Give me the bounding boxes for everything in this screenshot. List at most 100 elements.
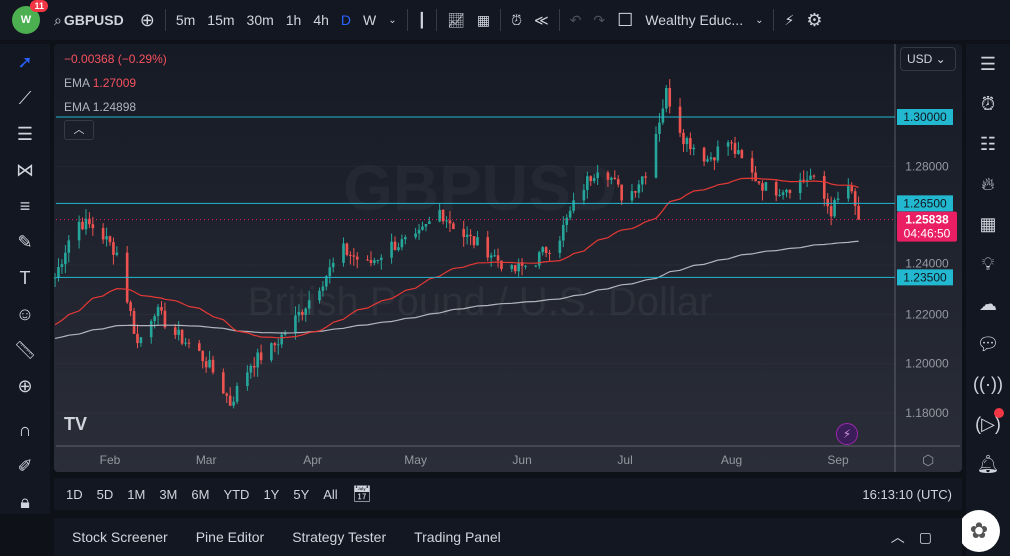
broadcast-play-icon[interactable]: (▷): [966, 404, 1010, 444]
magnet-icon[interactable]: ∩: [18, 419, 32, 440]
add-list-icon[interactable]: ☷: [979, 133, 997, 154]
clock[interactable]: 16:13:10 (UTC): [862, 486, 952, 502]
layouts-icon[interactable]: ▦: [476, 11, 491, 28]
text-icon[interactable]: T: [19, 267, 31, 288]
interval-4h[interactable]: 4h: [313, 12, 329, 28]
candle-body: [809, 175, 812, 180]
interval-5m[interactable]: 5m: [175, 12, 196, 28]
range-6m[interactable]: 6M: [191, 486, 210, 502]
axis-settings-icon[interactable]: ⬡: [922, 452, 935, 468]
candle-body: [84, 218, 88, 230]
interval-1h[interactable]: 1h: [285, 12, 302, 28]
currency-select[interactable]: USD ⌄: [900, 47, 956, 71]
range-ytd[interactable]: YTD: [223, 486, 250, 502]
candle-body: [822, 175, 826, 199]
watchlist-icon[interactable]: ☰: [979, 53, 997, 74]
range-all[interactable]: All: [323, 486, 338, 502]
pattern-icon[interactable]: ⋈: [16, 159, 34, 180]
tab-stock-screener[interactable]: Stock Screener: [72, 529, 168, 545]
interval-w[interactable]: W: [363, 12, 377, 28]
candle-body: [582, 190, 586, 201]
redo-icon[interactable]: ↷: [593, 11, 606, 28]
ema-slow-legend[interactable]: EMA 1.24898: [64, 100, 136, 114]
candle-body: [634, 191, 637, 193]
candle-body: [414, 233, 417, 238]
indicators-icon[interactable]: 📈︎: [447, 11, 465, 28]
candle-body: [112, 242, 115, 255]
logo-avatar[interactable]: W 11: [12, 0, 48, 34]
chart-pane[interactable]: [54, 44, 962, 472]
range-5y[interactable]: 5Y: [293, 486, 310, 502]
ruler-icon[interactable]: 📏︎: [13, 339, 37, 360]
candle-body: [187, 342, 191, 344]
tab-trading-panel[interactable]: Trading Panel: [414, 529, 501, 545]
undo-icon[interactable]: ↶: [569, 11, 582, 28]
lock-icon[interactable]: 🔒︎: [20, 491, 30, 512]
tab-pine-editor[interactable]: Pine Editor: [195, 529, 265, 545]
candle-body: [256, 352, 259, 368]
candle-body: [404, 237, 407, 240]
range-1y[interactable]: 1Y: [263, 486, 280, 502]
range-1m[interactable]: 1M: [127, 486, 146, 502]
last-price-text: 1.25838: [905, 213, 949, 227]
candle-body: [592, 178, 596, 182]
quick-search-icon[interactable]: ⚡︎: [784, 11, 795, 28]
zoom-icon[interactable]: ⊕: [17, 375, 33, 396]
symbol-search[interactable]: GBPUSD: [63, 12, 124, 28]
streams-icon[interactable]: ((·)): [973, 373, 1003, 394]
candle-body: [448, 220, 452, 224]
ema-fast-line: [54, 177, 859, 339]
candle-body: [558, 240, 562, 254]
date-range-icon[interactable]: 📅︎: [351, 486, 373, 503]
replay-icon[interactable]: ≪: [534, 11, 549, 28]
interval-d[interactable]: D: [340, 12, 352, 28]
candle-body: [331, 262, 335, 268]
ideas-bulb-icon[interactable]: 💡︎: [981, 253, 995, 274]
range-3m[interactable]: 3M: [159, 486, 178, 502]
gear-icon[interactable]: ⚙︎: [806, 9, 823, 30]
fib-icon[interactable]: ≡: [19, 195, 31, 216]
tab-strategy-tester[interactable]: Strategy Tester: [292, 529, 387, 545]
candle-body: [153, 316, 156, 322]
watermark-symbol: GBPUSD: [343, 152, 617, 224]
range-1d[interactable]: 1D: [66, 486, 83, 502]
candle-body: [730, 142, 733, 144]
compare-add-icon[interactable]: ⊕: [139, 9, 155, 30]
chevron-down-icon[interactable]: ⌄: [755, 14, 764, 26]
interval-30m[interactable]: 30m: [246, 12, 274, 28]
ema-fast-legend[interactable]: EMA 1.27009: [64, 76, 136, 90]
minds-cloud-icon[interactable]: ☁︎: [979, 293, 997, 314]
layout-name[interactable]: Wealthy Educ...: [645, 12, 744, 28]
candle-body: [438, 209, 441, 222]
candle-body: [366, 259, 369, 261]
trend-line-icon[interactable]: ⟋: [18, 87, 32, 108]
chevron-down-icon[interactable]: ⌄: [388, 14, 397, 26]
chat-icon[interactable]: 💬︎: [976, 333, 1000, 354]
layout-checkbox-icon[interactable]: ☐: [617, 9, 634, 30]
calendar-icon[interactable]: ▦: [979, 213, 997, 234]
range-5d[interactable]: 5D: [96, 486, 114, 502]
brush-icon[interactable]: ✎: [17, 231, 33, 252]
alarm-icon[interactable]: ⏰︎: [980, 93, 996, 114]
horizontal-lines-icon[interactable]: ☰: [16, 123, 34, 144]
candle-body: [610, 177, 613, 180]
candle-body: [486, 237, 490, 258]
candles-icon[interactable]: ┃: [417, 11, 427, 28]
interval-15m[interactable]: 15m: [207, 12, 235, 28]
collapse-legend-button[interactable]: ︿: [64, 120, 94, 140]
lightning-icon[interactable]: ⚡︎: [836, 423, 858, 445]
assistant-icon[interactable]: ✿: [958, 510, 1000, 552]
candle-body: [307, 300, 311, 309]
emoji-icon[interactable]: ☺: [15, 303, 35, 324]
search-icon[interactable]: ⌕: [54, 11, 62, 28]
collapse-panel-icon[interactable]: ︿: [890, 529, 905, 545]
cursor-icon[interactable]: ➚: [17, 51, 33, 72]
lock-drawings-icon[interactable]: ✐: [17, 455, 33, 476]
candle-body: [252, 365, 256, 368]
notifications-bell-icon[interactable]: 🔔︎: [976, 453, 1000, 474]
maximize-panel-icon[interactable]: ▢: [918, 528, 932, 545]
candle-body: [465, 234, 469, 237]
alert-icon[interactable]: ⏰︎: [511, 11, 523, 28]
hotlist-fire-icon[interactable]: 🔥︎: [981, 173, 995, 194]
